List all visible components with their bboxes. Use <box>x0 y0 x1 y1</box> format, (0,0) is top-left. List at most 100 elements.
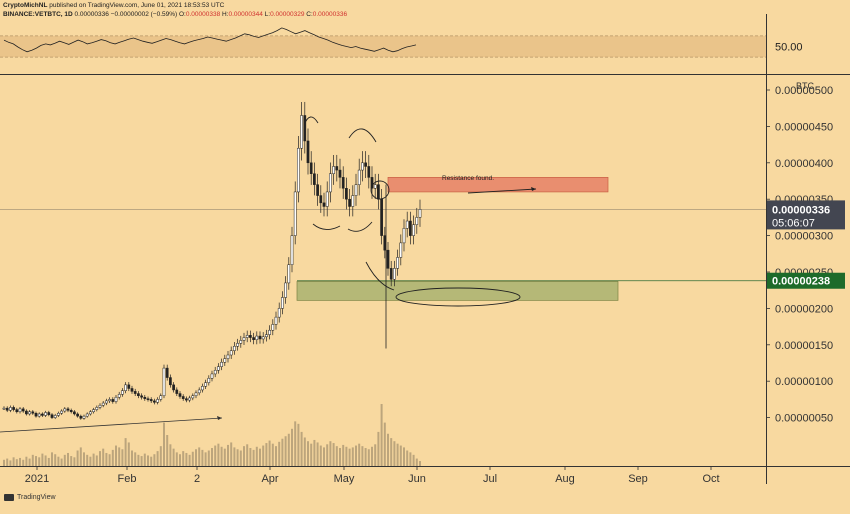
candle-body <box>79 415 83 419</box>
candle-body <box>383 235 387 251</box>
volume-bar <box>156 451 159 466</box>
candle-body <box>274 316 278 325</box>
candle-body <box>25 410 28 415</box>
symbol-label[interactable]: BINANCE:VETBTC, 1D <box>3 11 73 18</box>
volume-bar <box>127 442 130 466</box>
volume-bar <box>6 458 9 466</box>
volume-bar <box>115 445 117 466</box>
change-value: −0.00000002 (−0.59%) <box>110 11 178 18</box>
volume-bar <box>406 450 409 466</box>
candle-body <box>188 397 191 401</box>
volume-bar <box>403 447 405 466</box>
candle-body <box>325 191 329 207</box>
candle-body <box>268 329 271 335</box>
candle-body <box>111 399 115 402</box>
resistance-arrowhead <box>531 187 536 191</box>
volume-bar <box>12 457 15 466</box>
candle-body <box>53 415 57 418</box>
close-label: C: <box>306 11 313 18</box>
volume-bar <box>297 423 300 466</box>
time-tick-label: Feb <box>118 473 137 485</box>
candle-body <box>28 411 31 415</box>
candle-body <box>21 408 25 412</box>
author-name[interactable]: CryptoMichNL <box>3 2 48 9</box>
footer-brand: TradingView <box>4 494 56 501</box>
trend-arrow <box>0 417 223 433</box>
last-value: 0.00000336 <box>74 11 109 18</box>
oscillator-tick-label: 50.00 <box>775 42 803 54</box>
volume-bar <box>79 447 82 466</box>
candle-body <box>57 412 60 416</box>
candle-body <box>137 393 140 397</box>
candle-body <box>252 337 255 340</box>
low-label: L: <box>264 11 271 18</box>
candle-body <box>185 398 188 401</box>
candle-body <box>277 308 281 318</box>
oscillator-line <box>3 27 417 53</box>
candle-body <box>258 335 262 340</box>
candle-body <box>271 324 275 331</box>
candle-body <box>210 373 214 379</box>
candle-body <box>261 336 265 340</box>
volume-bar <box>15 459 18 466</box>
candle-body <box>92 409 95 413</box>
volume-bar <box>188 454 191 466</box>
volume-bar <box>214 445 217 466</box>
tradingview-logo-icon <box>4 494 14 501</box>
time-tick-label: Aug <box>555 473 575 485</box>
oscillator-band <box>0 35 766 58</box>
volume-bar <box>358 443 361 466</box>
candle-body <box>149 399 153 402</box>
candle-body <box>66 408 70 411</box>
volume-bar <box>217 443 220 466</box>
volume-bar <box>19 457 21 466</box>
candle-body <box>197 389 201 394</box>
resistance-label: Resistance found. <box>442 175 494 182</box>
candle-body <box>50 414 54 418</box>
volume-bar <box>41 453 44 466</box>
volume-bar <box>239 450 242 466</box>
low-value: 0.00000329 <box>270 11 305 18</box>
volume-bar <box>89 456 92 466</box>
candle-body <box>233 346 236 351</box>
volume-bar <box>351 447 354 466</box>
price-tick-label: 0.00000200 <box>775 303 833 315</box>
volume-bar <box>310 443 313 466</box>
time-tick-label: Sep <box>628 473 648 485</box>
candle-body <box>293 191 297 236</box>
volume-bar <box>303 437 306 466</box>
volume-bar <box>419 461 421 466</box>
candle-body <box>121 390 124 395</box>
volume-bar <box>147 455 149 466</box>
volume-bar <box>361 446 364 466</box>
volume-bar <box>172 448 175 466</box>
candle-body <box>41 413 44 416</box>
volume-bar <box>70 456 73 466</box>
candle-body <box>309 162 313 174</box>
candle-body <box>341 177 345 189</box>
volume-bar <box>374 444 377 466</box>
candle-body <box>329 173 332 193</box>
volume-bar <box>143 453 146 466</box>
volume-bar <box>153 454 156 466</box>
volume-bar <box>204 452 207 466</box>
volume-bar <box>383 422 386 466</box>
volume-bar <box>60 458 63 466</box>
volume-bar <box>332 443 335 466</box>
candle-body <box>101 402 105 406</box>
volume-bar <box>137 454 140 466</box>
candle-body <box>47 412 51 415</box>
volume-bar <box>83 452 85 466</box>
price-tick-label: 0.00000300 <box>775 231 833 243</box>
candle-body <box>265 334 268 338</box>
volume-bar <box>22 459 25 466</box>
candle-body <box>361 162 364 171</box>
volume-bar <box>243 446 245 466</box>
candle-body <box>89 411 92 415</box>
price-tick-label: 0.00000450 <box>775 121 833 133</box>
candle-body <box>220 362 223 367</box>
volume-bar <box>118 447 121 466</box>
candle-body <box>85 413 89 417</box>
